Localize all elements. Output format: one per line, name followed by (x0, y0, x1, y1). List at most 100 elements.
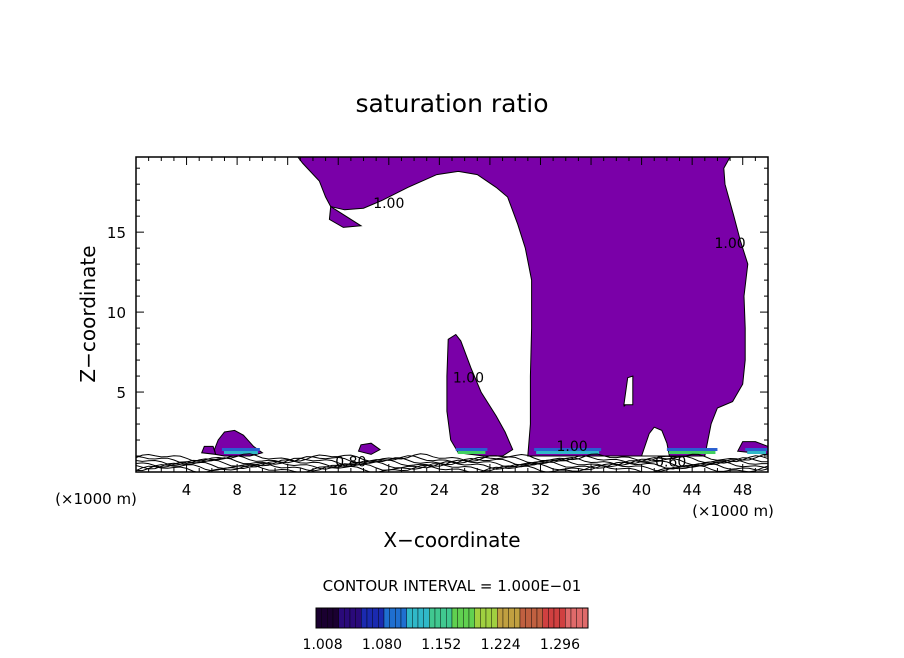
colorbar-tick-label: 1.008 (303, 637, 343, 653)
x-axis-unit-right: (×1000 m) (692, 502, 774, 520)
colorbar-swatch (321, 607, 328, 629)
x-tick-label: 8 (232, 481, 242, 499)
contour-label: 0.80 (335, 454, 366, 470)
colorbar-swatch (389, 607, 396, 629)
colorbar-swatch (400, 607, 407, 629)
y-tick-labels: 5 10 15 (107, 224, 126, 402)
contour-interval-text: CONTOUR INTERVAL = 1.000E−01 (323, 577, 582, 595)
contour-fill-layer (200, 157, 768, 457)
colorbar-swatch (355, 607, 362, 629)
near-ground-band (666, 448, 718, 452)
colorbar-swatch (406, 607, 413, 629)
colorbar-swatch (508, 607, 515, 629)
ground-contour-line (136, 458, 768, 468)
colorbar-swatch (315, 607, 322, 629)
near-ground-band-bright (536, 451, 600, 455)
near-ground-band (455, 448, 488, 452)
colorbar-swatch (457, 607, 464, 629)
contour-region-upper-plume (297, 157, 749, 457)
colorbar-swatch (497, 607, 504, 629)
colorbar-tick-label: 1.080 (362, 637, 402, 653)
y-tick-label: 15 (107, 224, 126, 242)
colorbar-swatch (485, 607, 492, 629)
colorbar-swatch (395, 607, 402, 629)
contour-label: 1.00 (373, 196, 404, 212)
colorbar (315, 607, 589, 629)
colorbar-swatch (338, 607, 345, 629)
colorbar-swatch (440, 607, 447, 629)
x-tick-label: 16 (329, 481, 348, 499)
contour-label: 1.00 (453, 370, 484, 386)
near-ground-band (221, 448, 260, 452)
colorbar-swatch (451, 607, 458, 629)
contour-hole-lower (623, 375, 634, 406)
colorbar-tick-label: 1.152 (421, 637, 461, 653)
x-axis-label: X−coordinate (383, 528, 520, 552)
colorbar-swatch (344, 607, 351, 629)
colorbar-tick-labels: 1.008 1.080 1.152 1.224 1.296 (303, 637, 581, 653)
colorbar-swatch (565, 607, 572, 629)
colorbar-swatch (332, 607, 339, 629)
contour-label-layer: 1.00 1.00 1.00 1.00 0.80 0.60 (335, 196, 745, 470)
colorbar-frame (315, 607, 589, 629)
contour-label: 1.00 (714, 236, 745, 252)
near-ground-band (745, 448, 768, 452)
ground-contour-line (136, 456, 768, 466)
x-tick-label: 4 (182, 481, 192, 499)
near-ground-band-bright (223, 451, 258, 455)
colorbar-swatch (423, 607, 430, 629)
contour-region-small-center (357, 442, 381, 455)
colorbar-swatch (576, 607, 583, 629)
colorbar-swatch (327, 607, 334, 629)
colorbar-swatch (361, 607, 368, 629)
contour-region-cap-left (328, 205, 363, 228)
colorbar-swatch (502, 607, 509, 629)
colorbar-swatch (366, 607, 373, 629)
colorbar-swatch (570, 607, 577, 629)
x-tick-labels: 4 8 12 16 20 24 28 32 36 40 44 48 (182, 481, 752, 499)
ground-contour-line (136, 462, 768, 472)
y-tick-label: 5 (116, 384, 126, 402)
colorbar-swatch (491, 607, 498, 629)
colorbar-swatch (480, 607, 487, 629)
colorbar-swatch (463, 607, 470, 629)
near-ground-band-bright (747, 451, 766, 455)
contour-region-diagonal-plume (446, 333, 514, 457)
colorbar-swatch (519, 607, 526, 629)
x-tick-label: 12 (278, 481, 297, 499)
y-axis-label: Z−coordinate (76, 245, 100, 382)
colorbar-swatch (417, 607, 424, 629)
x-tick-label: 44 (683, 481, 702, 499)
colorbar-swatch (531, 607, 538, 629)
colorbar-swatch (582, 607, 589, 629)
axis-ticks (136, 157, 768, 472)
colorbar-swatch (378, 607, 385, 629)
x-tick-label: 24 (430, 481, 449, 499)
colorbar-swatch (468, 607, 475, 629)
colorbar-swatch (372, 607, 379, 629)
ground-contour-line (136, 460, 768, 470)
colorbar-swatch (429, 607, 436, 629)
colorbar-swatch (474, 607, 481, 629)
near-ground-band-bright (457, 451, 486, 455)
x-tick-label: 48 (733, 481, 752, 499)
y-tick-label: 10 (107, 304, 126, 322)
colorbar-swatch (434, 607, 441, 629)
colorbar-swatch (446, 607, 453, 629)
near-ground-band-bright (668, 451, 716, 455)
contour-region-small-left (200, 445, 217, 455)
x-tick-label: 32 (531, 481, 550, 499)
x-tick-label: 40 (632, 481, 651, 499)
colorbar-swatch (514, 607, 521, 629)
colorbar-swatch (383, 607, 390, 629)
x-tick-label: 20 (379, 481, 398, 499)
x-tick-label: 36 (581, 481, 600, 499)
colorbar-swatch (536, 607, 543, 629)
chart-title: saturation ratio (355, 89, 548, 118)
colorbar-swatch (525, 607, 532, 629)
colorbar-swatch (412, 607, 419, 629)
colorbar-swatch (542, 607, 549, 629)
x-axis-unit-left: (×1000 m) (55, 490, 137, 508)
